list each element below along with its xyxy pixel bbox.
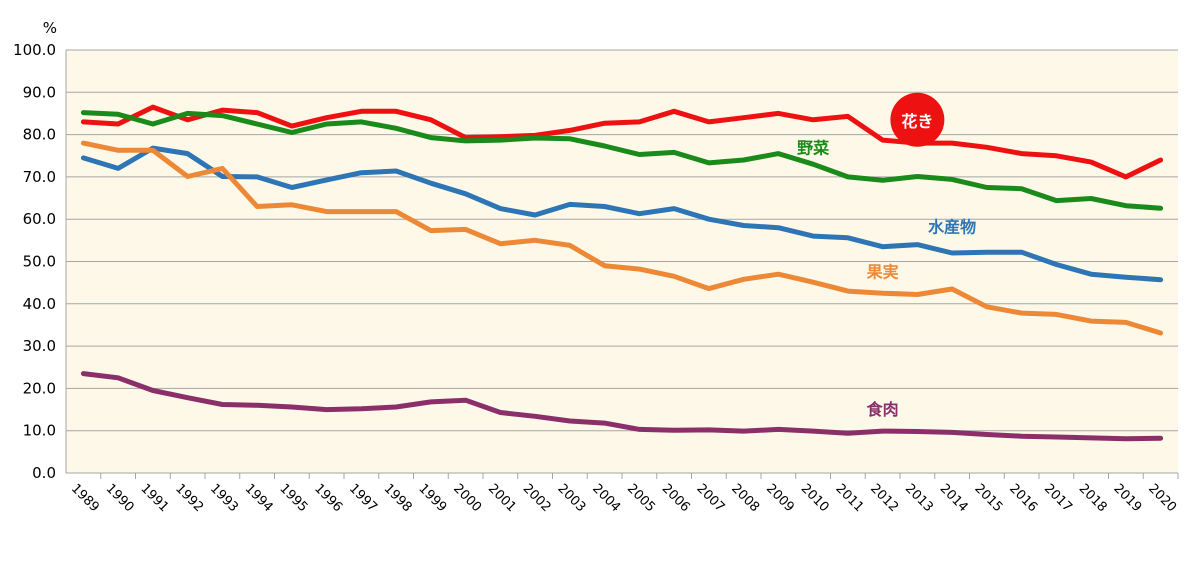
x-tick-label: 2008 [728, 481, 762, 515]
y-tick-label: 100.0 [13, 41, 56, 59]
series-0 [80, 104, 1164, 180]
x-tick-label: 2003 [554, 481, 588, 515]
x-tick-label: 2006 [659, 481, 693, 515]
series-label: 食肉 [866, 400, 899, 419]
x-tick-label: 2015 [971, 481, 1005, 515]
x-tick-label: 1997 [346, 481, 380, 515]
x-tick-label: 2002 [520, 481, 554, 515]
y-tick-label: 0.0 [32, 464, 56, 482]
x-tick-label: 2018 [1076, 481, 1110, 515]
y-tick-label: 20.0 [23, 379, 56, 397]
y-tick-label: 40.0 [23, 295, 56, 313]
x-tick-label: 1993 [207, 481, 241, 515]
x-tick-label: 2017 [1041, 481, 1075, 515]
series-lines [80, 104, 1164, 442]
x-tick-label: 2004 [589, 481, 623, 515]
x-tick-labels: 1989 1990 1991 1992 1993 1994 1995 1996 1997 1998… [68, 473, 1179, 515]
x-tick-label: 2020 [1145, 481, 1179, 515]
x-tick-label: 2007 [693, 481, 727, 515]
x-tick-label: 2000 [450, 481, 484, 515]
x-tick-label: 1995 [276, 481, 310, 515]
series-label: 水産物 [928, 218, 976, 237]
series-line [80, 110, 1164, 211]
series-3 [80, 140, 1164, 336]
x-tick-label: 2013 [902, 481, 936, 515]
y-tick-label: 50.0 [23, 253, 56, 271]
x-tick-label: 2011 [832, 481, 866, 515]
x-tick-label: 1998 [381, 481, 415, 515]
y-tick-label: 70.0 [23, 168, 56, 186]
gridlines [66, 49, 1178, 432]
x-tick-label: 2014 [937, 481, 971, 515]
series-1 [80, 110, 1164, 211]
x-tick-label: 2019 [1110, 481, 1144, 515]
y-tick-label: 80.0 [23, 126, 56, 144]
series-line [80, 371, 1164, 442]
series-4 [80, 371, 1164, 442]
y-tick-label: 60.0 [23, 210, 56, 228]
y-tick-label: 90.0 [23, 83, 56, 101]
x-tick-label: 1999 [415, 481, 449, 515]
y-unit-label: % [43, 19, 57, 37]
series-label: 果実 [866, 263, 899, 282]
y-tick-labels: 0.0 10.0 20.0 30.0 40.0 50.0 60.0 70.0 80.0 90.0 1… [13, 41, 56, 482]
x-tick-label: 1991 [137, 481, 171, 515]
x-tick-label: 2009 [763, 481, 797, 515]
series-label-badge [890, 92, 945, 147]
x-tick-label: 1994 [242, 481, 276, 515]
x-tick-label: 2001 [485, 481, 519, 515]
y-tick-label: 10.0 [23, 422, 56, 440]
series-line [80, 140, 1164, 336]
y-tick-label: 30.0 [23, 337, 56, 355]
x-tick-label: 1992 [172, 481, 206, 515]
x-tick-label: 2010 [798, 481, 832, 515]
x-tick-label: 2012 [867, 481, 901, 515]
x-tick-label: 2016 [1006, 481, 1040, 515]
series-line [80, 145, 1164, 283]
series-label: 野菜 [797, 139, 829, 158]
x-tick-label: 1989 [68, 481, 102, 515]
x-tick-label: 1990 [103, 481, 137, 515]
x-tick-label: 2005 [624, 481, 658, 515]
series-line [80, 104, 1164, 180]
x-tick-label: 1996 [311, 481, 345, 515]
series-label: 花き [901, 112, 933, 131]
